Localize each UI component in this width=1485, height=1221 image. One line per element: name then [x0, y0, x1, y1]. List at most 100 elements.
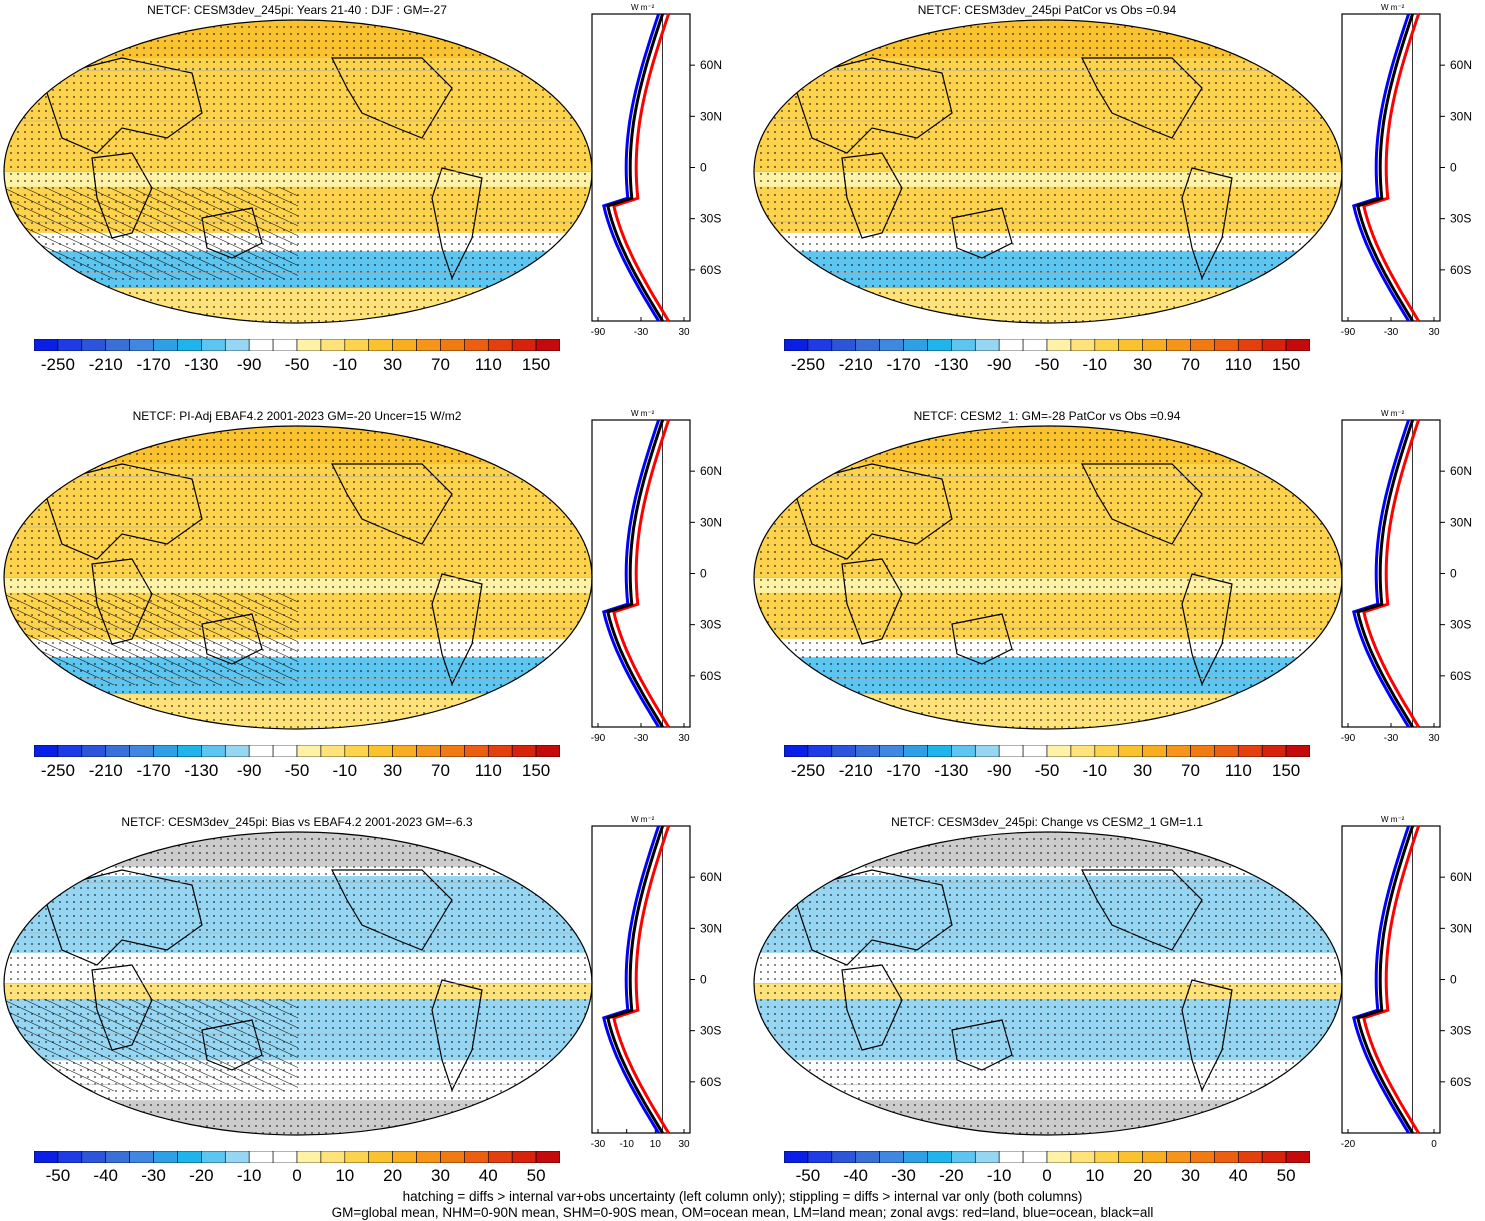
colorbar-swatch — [1261, 339, 1287, 351]
zonal-ocean-curve — [602, 13, 661, 322]
colorbar-swatch — [1022, 745, 1048, 757]
colorbar-swatch — [201, 745, 226, 757]
zonal-unit: W m⁻² — [631, 815, 655, 824]
colorbar-swatch — [201, 339, 226, 351]
colorbar-swatch — [1214, 339, 1239, 351]
colorbar-swatch — [1070, 745, 1096, 757]
colorbar-tick-label: 30 — [1180, 1166, 1200, 1185]
colorbar-tick-label: 70 — [430, 761, 450, 780]
colorbar-tick-label: 150 — [521, 761, 551, 780]
lat-label: 60S — [700, 263, 721, 277]
colorbar-tick-label: -90 — [236, 355, 262, 374]
colorbar-swatch — [1237, 339, 1263, 351]
colorbar-tick-label: -90 — [236, 761, 262, 780]
colorbar-swatch — [535, 1151, 560, 1163]
zonal-all-curve — [1356, 825, 1415, 1134]
colorbar-swatch — [440, 339, 465, 351]
x-tick-label: 30 — [1428, 327, 1440, 338]
colorbar-swatch — [807, 339, 833, 351]
x-tick-label: -10 — [619, 1139, 634, 1150]
colorbar-tick-label: -130 — [184, 355, 219, 374]
colorbar-swatch — [998, 339, 1024, 351]
zonal-plot-6: W m⁻² 60N 30N 0 30S 60S -20 0 — [1341, 815, 1472, 1150]
colorbar-swatch — [807, 745, 833, 757]
colorbar-swatch — [464, 1151, 489, 1163]
colorbar-swatch — [1166, 745, 1191, 757]
colorbar-swatch — [392, 1151, 417, 1163]
lat-label: 30N — [1450, 921, 1472, 935]
colorbar-tick-label: -10 — [332, 761, 358, 780]
colorbar-swatch — [535, 339, 560, 351]
colorbar-tick-label: -130 — [934, 761, 969, 780]
colorbar-tick-label: -250 — [40, 761, 75, 780]
map-panel-2 — [753, 19, 1343, 324]
zonal-unit: W m⁻² — [631, 3, 655, 12]
colorbar-labels-2: -250 -210 -170 -130 -90 -50 -10 30 70 110 150 — [784, 355, 1310, 377]
colorbar-tick-label: -10 — [1082, 355, 1108, 374]
zonal-plot-1: W m⁻² 60N 30N 0 30S 60S -90 -30 30 — [591, 3, 722, 338]
colorbar-tick-label: 30 — [1133, 761, 1153, 780]
colorbar-tick-label: -30 — [891, 1166, 916, 1185]
colorbar-swatch — [998, 1151, 1024, 1163]
colorbar-swatch — [248, 339, 274, 351]
hatching — [4, 592, 298, 685]
footer-note-1: hatching = diffs > internal var+obs unce… — [402, 1189, 1083, 1204]
colorbar-swatch — [320, 339, 346, 351]
colorbar-swatch — [105, 339, 130, 351]
colorbar-swatch — [272, 1151, 298, 1163]
colorbar-swatch — [416, 339, 441, 351]
colorbar-3 — [34, 745, 560, 757]
colorbar-swatch — [368, 1151, 393, 1163]
colorbar-swatch — [1070, 1151, 1096, 1163]
colorbar-swatch — [224, 339, 250, 351]
colorbar-swatch — [1046, 339, 1072, 351]
colorbar-labels-1: -250 -210 -170 -130 -90 -50 -10 30 70 110 150 — [34, 355, 560, 377]
colorbar-swatch — [1022, 1151, 1048, 1163]
colorbar-tick-label: 20 — [1133, 1166, 1153, 1185]
colorbar-swatch — [974, 1151, 1000, 1163]
colorbar-swatch — [1118, 1151, 1143, 1163]
lat-label: 30S — [700, 1024, 721, 1038]
colorbar-swatch — [1070, 339, 1096, 351]
colorbar-swatch — [1237, 745, 1263, 757]
colorbar-swatch — [464, 745, 489, 757]
colorbar-swatch — [879, 745, 904, 757]
x-tick-label: 30 — [678, 1139, 690, 1150]
map-panel-1 — [3, 19, 593, 324]
lat-label: 60N — [700, 464, 722, 478]
colorbar-tick-label: 40 — [1228, 1166, 1248, 1185]
colorbar-tick-label: 110 — [474, 761, 502, 780]
colorbar-swatch — [903, 745, 928, 757]
colorbar-swatch — [153, 745, 178, 757]
colorbar-swatch — [927, 339, 952, 351]
colorbar-swatch — [344, 1151, 370, 1163]
lat-label: 30N — [1450, 109, 1472, 123]
colorbar-tick-label: -90 — [986, 355, 1012, 374]
colorbar-swatch — [831, 339, 857, 351]
colorbar-swatch — [320, 1151, 346, 1163]
colorbar-tick-label: 110 — [1224, 355, 1252, 374]
colorbar-swatch — [1094, 1151, 1120, 1163]
colorbar-swatch — [320, 745, 346, 757]
colorbar-2 — [784, 339, 1310, 351]
lat-label: 0 — [1450, 161, 1457, 175]
colorbar-swatch — [1285, 745, 1310, 757]
lat-label: 60S — [1450, 1075, 1471, 1089]
footer-note-2: GM=global mean, NHM=0-90N mean, SHM=0-90… — [331, 1205, 1154, 1220]
colorbar-swatch — [248, 1151, 274, 1163]
colorbar-swatch — [1118, 339, 1143, 351]
lat-label: 60S — [700, 1075, 721, 1089]
colorbar-swatch — [272, 339, 298, 351]
lat-label: 0 — [700, 567, 707, 581]
colorbar-swatch — [951, 745, 976, 757]
lat-label: 30N — [700, 921, 722, 935]
colorbar-tick-label: -210 — [88, 761, 123, 780]
colorbar-swatch — [855, 1151, 880, 1163]
colorbar-tick-label: -210 — [88, 355, 123, 374]
colorbar-swatch — [1046, 1151, 1072, 1163]
colorbar-4 — [784, 745, 1310, 757]
zonal-all-curve — [606, 419, 665, 728]
colorbar-tick-label: 70 — [1180, 355, 1200, 374]
colorbar-tick-label: -170 — [136, 761, 171, 780]
colorbar-swatch — [1237, 1151, 1263, 1163]
